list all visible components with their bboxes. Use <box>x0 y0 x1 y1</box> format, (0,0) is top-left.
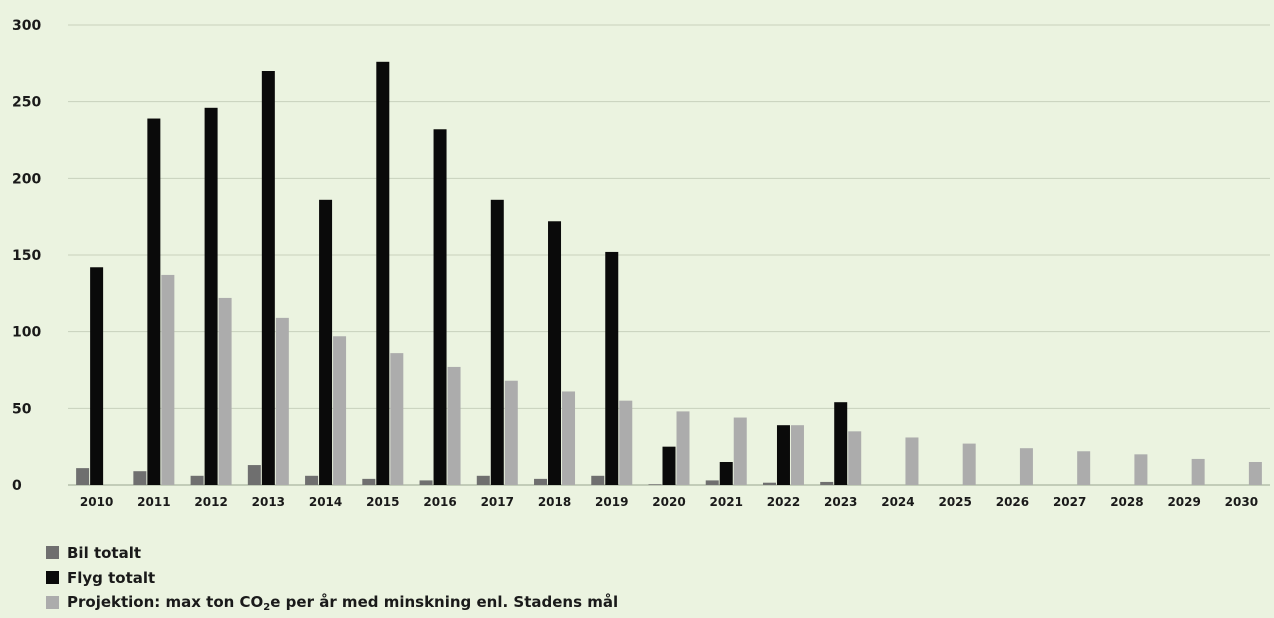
bar-1-2020 <box>662 446 676 485</box>
bar-2-2027 <box>1077 451 1091 485</box>
bar-2-2014 <box>333 336 347 485</box>
x-tick-label-2018: 2018 <box>538 495 571 509</box>
bar-0-2013 <box>247 465 261 485</box>
legend-swatch-flyg <box>46 571 59 584</box>
bar-0-2020 <box>648 484 662 485</box>
bar-2-2022 <box>790 425 804 485</box>
x-tick-label-2011: 2011 <box>137 495 170 509</box>
bar-1-2014 <box>319 199 333 486</box>
legend-label-bil: Bil totalt <box>67 543 142 562</box>
x-tick-label-2023: 2023 <box>824 495 857 509</box>
bar-1-2021 <box>719 462 733 485</box>
legend-swatch-projektion <box>46 596 59 609</box>
legend-item-bil: Bil totalt <box>46 540 618 565</box>
x-tick-label-2028: 2028 <box>1110 495 1143 509</box>
legend: Bil totalt Flyg totalt Projektion: max t… <box>46 540 618 615</box>
bar-1-2016 <box>433 129 447 485</box>
bar-0-2016 <box>419 480 433 485</box>
bar-2-2024 <box>905 437 919 485</box>
bar-0-2010 <box>76 468 90 485</box>
bar-2-2015 <box>390 353 404 485</box>
bar-2-2011 <box>161 274 175 485</box>
y-tick-label-0: 0 <box>12 478 22 494</box>
x-tick-label-2026: 2026 <box>996 495 1029 509</box>
y-tick-label-200: 200 <box>12 171 41 187</box>
bar-1-2018 <box>548 221 562 485</box>
bar-2-2016 <box>447 366 461 485</box>
x-tick-label-2020: 2020 <box>652 495 685 509</box>
legend-label-flyg: Flyg totalt <box>67 568 156 587</box>
bar-2-2017 <box>504 380 518 485</box>
bar-1-2015 <box>376 61 390 486</box>
bar-2-2025 <box>962 443 976 485</box>
x-tick-label-2025: 2025 <box>938 495 971 509</box>
legend-item-flyg: Flyg totalt <box>46 565 618 590</box>
bar-1-2019 <box>605 251 619 485</box>
x-tick-label-2027: 2027 <box>1053 495 1086 509</box>
bar-2-2028 <box>1134 454 1148 485</box>
bar-2-2021 <box>733 417 747 485</box>
x-tick-label-2014: 2014 <box>309 495 342 509</box>
x-tick-label-2019: 2019 <box>595 495 628 509</box>
bar-0-2022 <box>762 482 776 485</box>
bar-0-2014 <box>305 475 319 485</box>
x-tick-label-2030: 2030 <box>1225 495 1258 509</box>
legend-item-projektion: Projektion: max ton CO2e per år med mins… <box>46 590 618 615</box>
x-tick-label-2024: 2024 <box>881 495 914 509</box>
legend-label-projektion: Projektion: max ton CO2e per år med mins… <box>67 592 619 613</box>
bar-0-2019 <box>591 475 605 485</box>
bar-1-2023 <box>834 402 848 485</box>
bar-0-2015 <box>362 478 376 485</box>
x-tick-label-2012: 2012 <box>194 495 227 509</box>
y-tick-label-150: 150 <box>12 248 41 264</box>
bar-0-2023 <box>820 481 834 485</box>
bar-2-2019 <box>619 400 633 485</box>
bar-1-2011 <box>147 118 161 486</box>
bar-0-2017 <box>476 475 490 485</box>
x-tick-label-2017: 2017 <box>481 495 514 509</box>
bar-1-2013 <box>261 71 275 485</box>
bar-0-2021 <box>705 480 719 485</box>
bar-0-2011 <box>133 471 147 485</box>
x-tick-label-2016: 2016 <box>423 495 456 509</box>
y-tick-label-250: 250 <box>12 95 41 111</box>
x-tick-label-2021: 2021 <box>710 495 743 509</box>
bar-1-2010 <box>90 267 104 485</box>
bar-1-2022 <box>776 425 790 485</box>
x-tick-label-2029: 2029 <box>1167 495 1200 509</box>
x-tick-label-2022: 2022 <box>767 495 800 509</box>
y-tick-label-300: 300 <box>12 18 41 34</box>
bar-2-2030 <box>1248 462 1262 485</box>
bar-2-2023 <box>848 431 862 485</box>
bar-2-2013 <box>275 317 289 485</box>
x-tick-label-2015: 2015 <box>366 495 399 509</box>
legend-swatch-bil <box>46 546 59 559</box>
x-tick-label-2010: 2010 <box>80 495 113 509</box>
bar-1-2012 <box>204 107 218 486</box>
bar-2-2018 <box>562 391 576 485</box>
bar-2-2012 <box>218 297 232 485</box>
bar-2-2020 <box>676 411 690 485</box>
x-tick-label-2013: 2013 <box>252 495 285 509</box>
y-tick-label-100: 100 <box>12 325 41 341</box>
bar-0-2018 <box>534 478 548 485</box>
y-tick-label-50: 50 <box>12 401 32 417</box>
bar-2-2026 <box>1019 448 1033 485</box>
bar-0-2012 <box>190 475 204 485</box>
bar-1-2017 <box>490 199 504 486</box>
bar-2-2029 <box>1191 458 1205 485</box>
